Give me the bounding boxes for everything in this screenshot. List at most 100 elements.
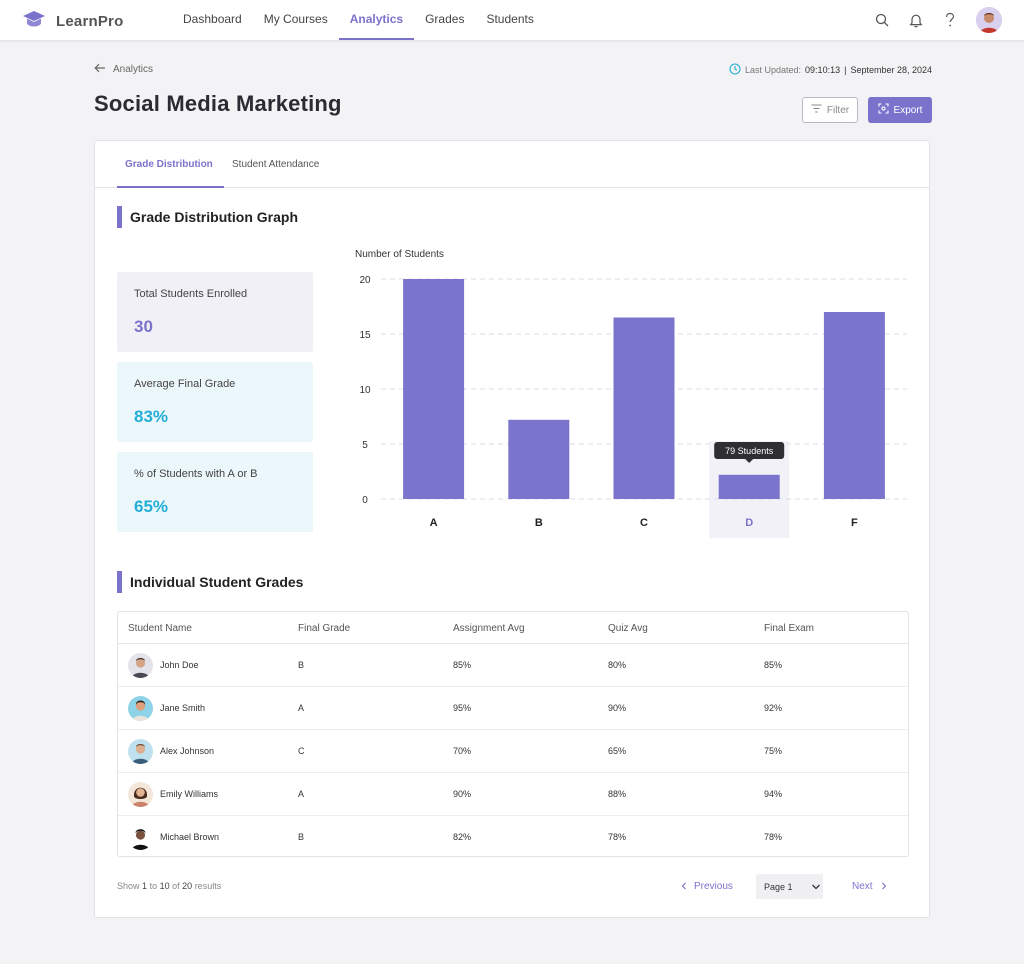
last-updated-time: 09:10:13	[805, 65, 841, 75]
last-updated: Last Updated: 09:10:13 | September 28, 2…	[729, 63, 932, 77]
assignment-avg: 70%	[453, 746, 472, 756]
student-name: Alex Johnson	[160, 746, 215, 756]
back-arrow-icon[interactable]	[94, 63, 106, 76]
main-nav: Dashboard My Courses Analytics Grades St…	[172, 0, 545, 40]
grade-distribution-chart: Number of Students 0 5 10 15 20 A B C D F 79 Studen…	[345, 241, 915, 551]
assignment-avg: 85%	[453, 660, 472, 670]
quiz-avg: 80%	[608, 660, 627, 670]
bar-d[interactable]	[718, 474, 780, 499]
clock-icon	[729, 63, 741, 77]
y-tick-label: 0	[362, 495, 368, 506]
results-to: 10	[159, 881, 170, 891]
filter-button-label: Filter	[826, 104, 850, 116]
bar-b[interactable]	[508, 419, 570, 499]
quiz-avg: 78%	[608, 832, 627, 842]
stat-total-students: Total Students Enrolled 30	[117, 272, 313, 352]
results-summary: Show 1 to 10 of 20 results	[117, 881, 221, 891]
brand[interactable]: LearnPro	[22, 9, 123, 34]
next-page-button[interactable]: Next	[852, 881, 887, 894]
nav-students[interactable]: Students	[486, 12, 534, 26]
top-navbar: LearnPro Dashboard My Courses Analytics …	[0, 0, 1024, 40]
help-icon[interactable]	[942, 12, 958, 28]
student-name: Jane Smith	[160, 703, 206, 713]
column-header-final-exam[interactable]: Final Exam	[764, 623, 815, 634]
x-tick-label: F	[851, 517, 858, 529]
stat-a-or-b-percent: % of Students with A or B 65%	[117, 452, 313, 532]
y-tick-label: 15	[359, 330, 371, 341]
previous-label: Previous	[694, 881, 733, 892]
stat-label: % of Students with A or B	[134, 468, 258, 480]
page-select-value: Page 1	[764, 881, 793, 892]
page-title: Social Media Marketing	[94, 91, 342, 116]
y-tick-label: 20	[359, 275, 371, 286]
stat-value: 83%	[134, 407, 169, 426]
chevron-down-icon	[811, 882, 821, 892]
results-word: results	[194, 881, 222, 891]
avatar	[128, 696, 153, 721]
column-header-student-name[interactable]: Student Name	[128, 623, 192, 634]
next-label: Next	[852, 881, 873, 892]
breadcrumb-label: Analytics	[113, 64, 154, 75]
chart-svg: Number of Students 0 5 10 15 20 A B C D F 79 Studen…	[355, 249, 907, 538]
table-row[interactable]: Emily Williams A 90% 88% 94%	[118, 773, 908, 816]
column-header-quiz-avg[interactable]: Quiz Avg	[608, 623, 648, 634]
nav-actions	[874, 7, 1002, 33]
table-row[interactable]: John Doe B 85% 80% 85%	[118, 644, 908, 687]
bar-f[interactable]	[823, 312, 885, 499]
assignment-avg: 90%	[453, 789, 472, 799]
column-header-assignment-avg[interactable]: Assignment Avg	[453, 623, 525, 634]
previous-page-button[interactable]: Previous	[681, 881, 733, 894]
export-button[interactable]: Export	[868, 97, 932, 123]
bell-icon[interactable]	[908, 12, 924, 28]
nav-grades[interactable]: Grades	[425, 12, 465, 26]
column-header-final-grade[interactable]: Final Grade	[298, 623, 351, 634]
final-grade: B	[298, 660, 305, 670]
chevron-right-icon	[881, 881, 887, 894]
user-avatar[interactable]	[976, 7, 1002, 33]
tab-grade-distribution[interactable]: Grade Distribution	[125, 159, 213, 170]
results-show-word: Show	[117, 881, 140, 891]
final-grade: B	[298, 832, 305, 842]
final-grade: C	[298, 746, 305, 756]
export-icon	[877, 103, 889, 117]
active-tab-indicator	[117, 186, 224, 188]
nav-analytics[interactable]: Analytics	[338, 0, 415, 40]
breadcrumb[interactable]: Analytics	[94, 63, 153, 76]
stat-label: Average Final Grade	[134, 378, 236, 390]
bar-c[interactable]	[613, 317, 675, 500]
page-select[interactable]: Page 1	[756, 874, 823, 899]
y-tick-label: 5	[362, 440, 368, 451]
table-row[interactable]: Michael Brown B 82% 78% 78%	[118, 816, 908, 859]
brand-name: LearnPro	[56, 13, 124, 30]
x-tick-label: A	[430, 517, 438, 529]
search-icon[interactable]	[874, 12, 890, 28]
avatar	[128, 739, 153, 764]
bar-a[interactable]	[403, 279, 465, 499]
table-row[interactable]: Alex Johnson C 70% 65% 75%	[118, 730, 908, 773]
filter-button[interactable]: Filter	[802, 97, 858, 123]
student-grades-table: Student Name Final Grade Assignment Avg …	[117, 611, 909, 857]
stat-label: Total Students Enrolled	[134, 288, 248, 300]
quiz-avg: 90%	[608, 703, 627, 713]
table-header: Student Name Final Grade Assignment Avg …	[118, 612, 908, 644]
final-grade: A	[298, 703, 305, 713]
nav-dashboard[interactable]: Dashboard	[183, 12, 242, 26]
avatar	[128, 782, 153, 807]
x-tick-label: C	[640, 517, 648, 529]
section-accent-bar	[117, 571, 122, 593]
graduation-cap-icon	[22, 9, 46, 34]
y-axis-label: Number of Students	[355, 249, 444, 260]
results-from: 1	[142, 881, 148, 891]
table-row[interactable]: Jane Smith A 95% 90% 92%	[118, 687, 908, 730]
x-tick-label: B	[535, 517, 543, 529]
nav-my-courses[interactable]: My Courses	[263, 12, 328, 26]
tab-student-attendance[interactable]: Student Attendance	[232, 159, 320, 170]
stat-value: 65%	[134, 497, 169, 516]
filter-icon	[811, 104, 822, 116]
student-name: John Doe	[160, 660, 199, 670]
final-exam: 75%	[764, 746, 783, 756]
tooltip-text: 79 Students	[725, 446, 774, 456]
stat-average-final-grade: Average Final Grade 83%	[117, 362, 313, 442]
quiz-avg: 65%	[608, 746, 627, 756]
chevron-left-icon	[681, 881, 687, 894]
